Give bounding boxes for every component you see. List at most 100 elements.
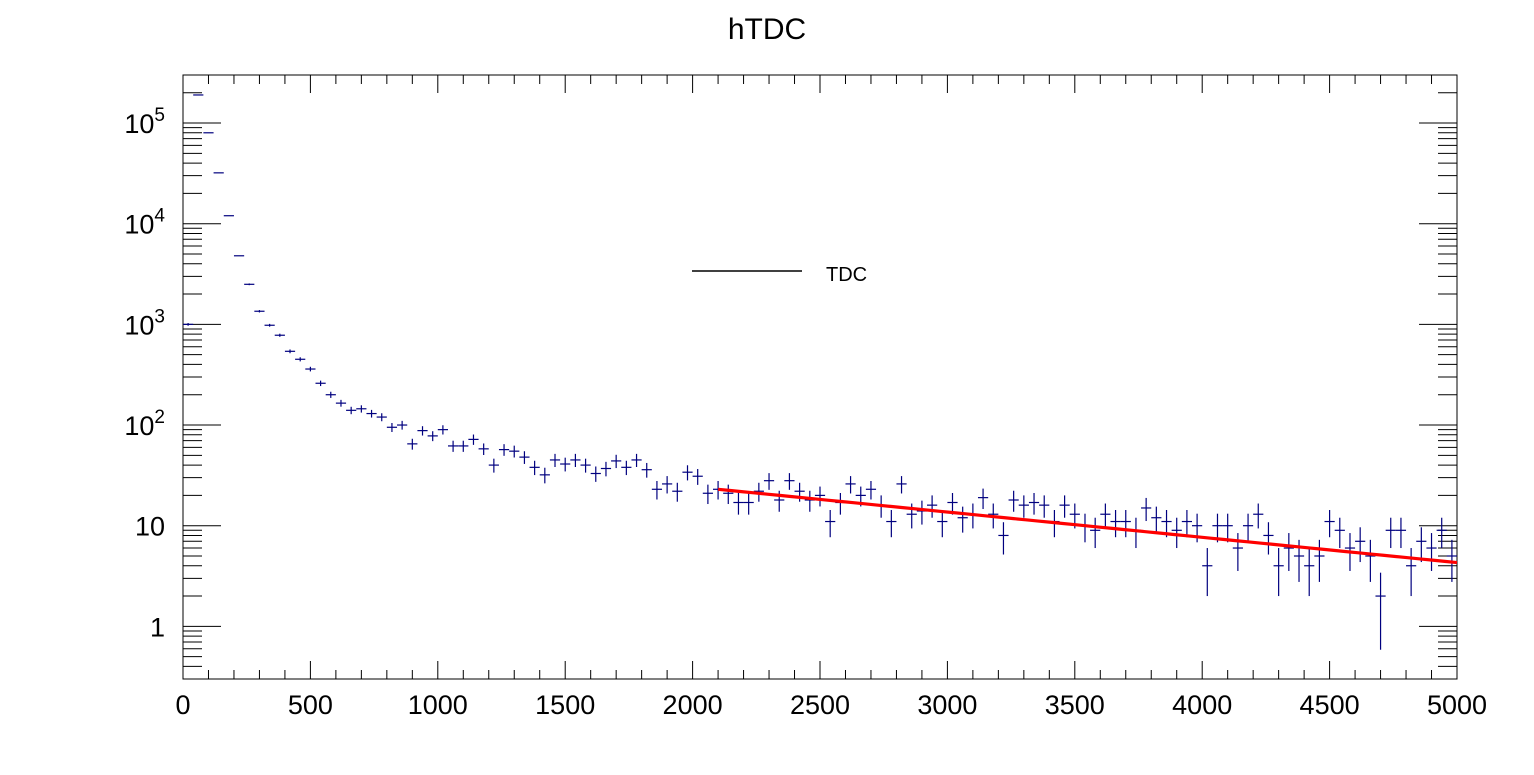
data-point	[621, 460, 632, 476]
data-point	[315, 380, 326, 387]
histogram-points	[183, 94, 1457, 650]
axis-ticks	[182, 74, 1458, 680]
data-point	[723, 484, 734, 505]
data-point	[957, 506, 968, 533]
x-tick-label: 1000	[408, 690, 468, 720]
data-point	[804, 490, 815, 512]
chart-title: hTDC	[728, 13, 806, 46]
data-point	[896, 476, 907, 494]
data-point	[600, 461, 612, 477]
fit-curve	[717, 487, 1458, 565]
y-axis-tick-labels: 1 10 102 103 104 105	[124, 105, 165, 642]
data-point	[468, 434, 479, 445]
data-point	[254, 310, 265, 313]
data-point	[366, 409, 377, 418]
data-point	[1028, 493, 1040, 515]
data-point	[458, 440, 469, 452]
data-point	[397, 420, 408, 430]
data-point	[305, 366, 316, 372]
data-point	[998, 522, 1009, 555]
data-point	[682, 465, 693, 481]
data-point	[590, 466, 601, 482]
x-tick-label: 1500	[535, 690, 595, 720]
data-point	[295, 357, 306, 362]
data-point	[692, 469, 703, 485]
plot-frame	[182, 74, 1458, 680]
data-point	[386, 423, 398, 433]
data-point	[1324, 510, 1335, 538]
data-point	[916, 500, 928, 525]
y-tick-label: 104	[124, 206, 165, 240]
y-tick-label: 102	[124, 407, 165, 441]
data-point	[1395, 517, 1407, 549]
data-point	[274, 333, 285, 337]
data-point	[763, 473, 775, 490]
data-point	[1375, 572, 1386, 650]
data-point	[570, 453, 581, 467]
data-point	[519, 451, 530, 464]
data-point	[672, 482, 683, 502]
data-point	[1202, 548, 1213, 597]
data-point	[407, 438, 418, 450]
data-point	[733, 493, 744, 515]
x-tick-label: 5000	[1427, 690, 1487, 720]
data-point	[183, 323, 194, 326]
data-point	[427, 431, 438, 442]
data-point	[478, 443, 489, 455]
data-point	[560, 457, 571, 472]
y-tick-label: 105	[124, 105, 165, 139]
data-point	[1273, 548, 1284, 597]
data-point	[845, 476, 856, 494]
data-point	[284, 349, 296, 354]
data-point	[1263, 522, 1274, 555]
data-point	[1181, 510, 1193, 538]
data-point	[1314, 539, 1325, 582]
data-point	[702, 484, 713, 505]
data-point	[1253, 503, 1264, 529]
data-point	[1130, 517, 1142, 549]
data-point	[1110, 510, 1121, 538]
data-point	[580, 458, 591, 473]
data-point	[1365, 539, 1376, 582]
data-point	[356, 405, 367, 413]
data-point	[1385, 517, 1396, 549]
x-tick-label: 0	[175, 690, 190, 720]
legend-label-tdc: TDC	[826, 264, 867, 286]
data-point	[825, 510, 836, 538]
x-tick-label: 3000	[917, 690, 977, 720]
data-point	[264, 323, 275, 327]
data-point	[1283, 533, 1294, 571]
data-point	[325, 391, 336, 398]
data-point	[662, 476, 673, 494]
fit-line	[717, 487, 1458, 565]
x-tick-label: 4000	[1172, 690, 1232, 720]
x-tick-label: 2000	[663, 690, 723, 720]
legend: TDC	[692, 264, 867, 286]
data-point	[1008, 490, 1019, 512]
data-point	[784, 473, 795, 490]
y-tick-label: 10	[135, 512, 165, 542]
data-point	[631, 453, 642, 467]
data-point	[1436, 517, 1447, 549]
data-point	[1018, 495, 1029, 518]
x-axis-tick-labels: 0 500 1000 1500 2000 2500 3000 3500 4000 4500 5000	[175, 690, 1487, 720]
data-point	[488, 458, 499, 473]
data-point	[1120, 510, 1131, 538]
data-point	[1059, 495, 1070, 518]
data-point	[651, 481, 663, 500]
data-point	[1222, 513, 1233, 543]
data-point	[244, 283, 255, 286]
x-tick-label: 3500	[1045, 690, 1105, 720]
data-point	[1090, 517, 1101, 549]
data-point	[1334, 517, 1345, 549]
data-point	[1039, 495, 1050, 518]
data-point	[1151, 506, 1162, 533]
data-point	[376, 413, 387, 422]
x-tick-label: 500	[288, 690, 333, 720]
data-point	[417, 426, 428, 436]
data-point	[335, 399, 347, 407]
data-point	[641, 462, 652, 478]
data-point	[1406, 548, 1417, 597]
data-point	[529, 460, 540, 476]
